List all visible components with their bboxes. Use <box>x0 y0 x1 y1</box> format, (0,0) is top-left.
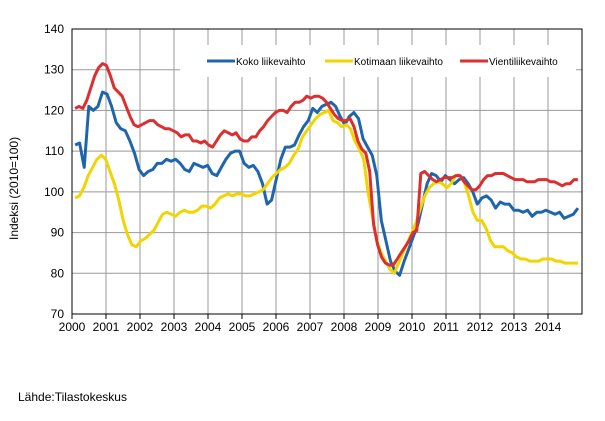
x-tick-label: 2007 <box>297 320 324 334</box>
legend-box <box>180 45 576 77</box>
x-tick-label: 2013 <box>501 320 528 334</box>
y-tick-label: 100 <box>44 185 64 199</box>
legend: Koko liikevaihto Kotimaan liikevaihto Vien… <box>207 57 558 68</box>
x-tick-label: 2003 <box>161 320 188 334</box>
y-tick-label: 120 <box>44 103 64 117</box>
y-tick-labels: 70 80 90 100 110 120 130 140 <box>44 22 64 321</box>
x-tick-label: 2011 <box>433 320 459 334</box>
x-tick-label: 2009 <box>365 320 392 334</box>
x-tick-label: 2010 <box>399 320 426 334</box>
x-tick-label: 2001 <box>93 320 120 334</box>
x-tick-label: 2000 <box>59 320 86 334</box>
x-tick-labels: 2000 2001 2002 2003 2004 2005 2006 2007 2008 2009… <box>59 320 562 334</box>
y-tick-label: 110 <box>45 144 64 158</box>
x-tick-label: 2005 <box>229 320 256 334</box>
series-line-kotimaan-liikevaihto <box>74 108 578 275</box>
x-tick-label: 2008 <box>331 320 358 334</box>
legend-label: Kotimaan liikevaihto <box>354 57 443 68</box>
y-tick-label: 80 <box>51 266 65 280</box>
plot-frame <box>71 28 583 315</box>
x-tick-label: 2012 <box>467 320 494 334</box>
source-note: Lähde:Tilastokeskus <box>18 390 127 404</box>
y-tick-label: 140 <box>44 22 64 36</box>
y-axis-label: Indeksi (2010=100) <box>7 137 21 240</box>
y-tick-label: 130 <box>44 63 64 77</box>
x-tick-label: 2014 <box>535 320 562 334</box>
series-lines <box>74 62 580 277</box>
series-line-vientiliikevaihto <box>74 62 578 267</box>
y-tick-label: 70 <box>51 307 65 321</box>
x-tick-label: 2004 <box>195 320 222 334</box>
legend-label: Vientiliikevaihto <box>489 57 558 68</box>
y-tick-label: 90 <box>51 226 65 240</box>
x-tick-label: 2002 <box>127 320 154 334</box>
x-tick-label: 2006 <box>263 320 290 334</box>
legend-label: Koko liikevaihto <box>236 57 306 68</box>
